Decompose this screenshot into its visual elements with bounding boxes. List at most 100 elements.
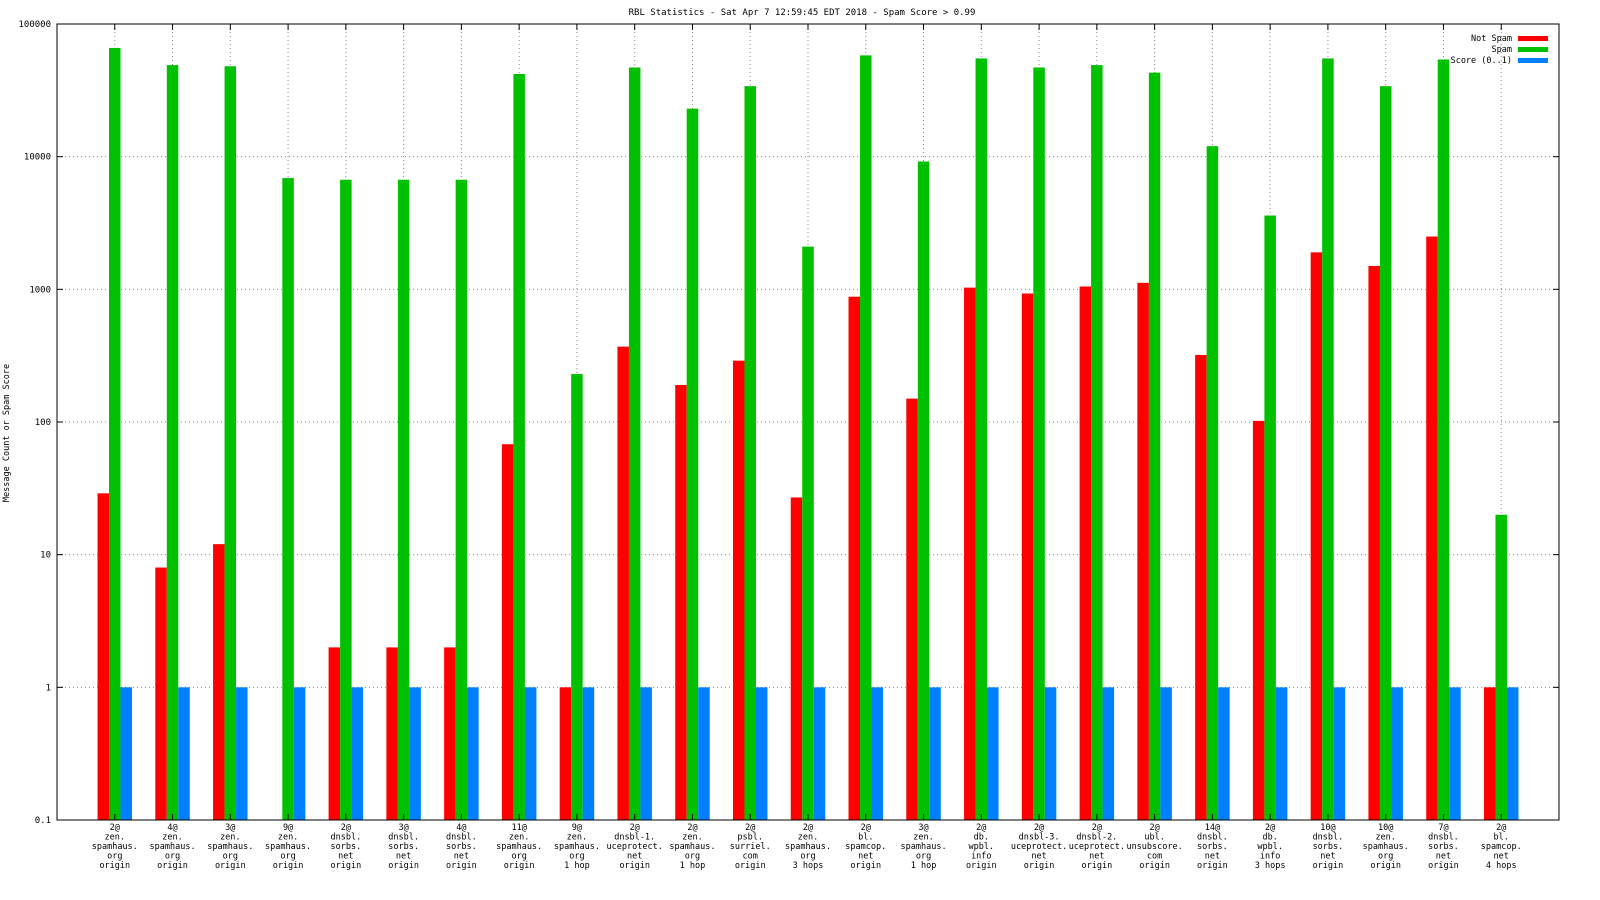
- x-tick-label-line: spamhaus.: [901, 842, 947, 852]
- x-tick-label-line: 3 hops: [1255, 861, 1286, 871]
- x-tick-label-line: net: [1320, 852, 1335, 862]
- x-tick-label-line: spamhaus.: [92, 842, 138, 852]
- x-tick-label: 2@ zen. spamhaus. org 3 hops: [785, 823, 831, 871]
- bar-not-spam: [906, 398, 918, 820]
- bar-not-spam: [790, 497, 803, 820]
- bar-score-0-1: [409, 687, 421, 820]
- x-tick-label-line: sorbs.: [1313, 842, 1344, 852]
- x-tick-label-line: zen.: [220, 833, 240, 843]
- x-tick-label: 2@ bl. spamcop. net 4 hops: [1481, 823, 1522, 871]
- x-tick-label-line: origin: [215, 861, 246, 871]
- x-tick-label: 9@ zen. spamhaus. org 1 hop: [554, 823, 600, 871]
- bar-score-0-1: [1275, 687, 1288, 820]
- x-tick-label-line: origin: [1197, 861, 1228, 871]
- x-tick-label-line: spamhaus.: [150, 842, 196, 852]
- bar-not-spam: [617, 346, 629, 820]
- legend-swatch: [1518, 47, 1548, 52]
- bar-not-spam: [155, 567, 167, 820]
- bar-not-spam: [501, 444, 514, 820]
- bar-not-spam: [675, 385, 687, 820]
- x-tick-label-line: spamhaus.: [554, 842, 600, 852]
- bar-spam: [686, 108, 699, 821]
- x-tick-label-line: origin: [850, 861, 881, 871]
- bar-spam: [975, 58, 988, 821]
- bar-spam: [1033, 67, 1045, 820]
- x-tick-label-line: 3@: [225, 823, 235, 833]
- x-tick-label-line: 2@: [745, 823, 755, 833]
- y-tick-label: 100000: [18, 20, 51, 30]
- bar-not-spam: [1368, 265, 1380, 820]
- x-tick-label-line: net: [1494, 852, 1509, 862]
- x-tick-label-line: net: [1031, 852, 1046, 862]
- bar-not-spam: [1021, 293, 1034, 820]
- x-tick-label-line: psbl.: [737, 833, 763, 843]
- x-tick-label-line: origin: [1313, 861, 1344, 871]
- x-tick-label-line: dnsbl.: [446, 833, 477, 843]
- x-tick-label-line: org: [1378, 852, 1393, 862]
- x-tick-label-line: origin: [1081, 861, 1112, 871]
- legend-swatch: [1518, 36, 1548, 41]
- y-tick-label: 10: [40, 551, 51, 561]
- bar-score-0-1: [236, 687, 248, 820]
- bar-not-spam: [386, 647, 398, 820]
- x-tick-label-line: origin: [735, 861, 766, 871]
- x-tick-label-line: origin: [619, 861, 650, 871]
- x-tick-label-line: origin: [388, 861, 419, 871]
- bar-score-0-1: [1218, 687, 1230, 820]
- bar-score-0-1: [582, 687, 595, 820]
- bar-not-spam: [1252, 420, 1265, 820]
- bar-score-0-1: [120, 687, 133, 820]
- x-tick-label: 11@ zen. spamhaus. org origin: [496, 823, 542, 871]
- x-tick-label: 2@ psbl. surriel. com origin: [730, 823, 771, 871]
- bar-spam: [224, 66, 237, 820]
- bar-spam: [860, 55, 872, 821]
- x-tick-label-line: wpbl.: [1257, 842, 1283, 852]
- x-tick-label-line: net: [627, 852, 642, 862]
- bar-score-0-1: [1391, 687, 1403, 820]
- bar-not-spam: [1195, 354, 1207, 820]
- bar-spam: [1322, 58, 1334, 821]
- x-tick-label-line: 1 hop: [911, 861, 937, 871]
- x-tick-label-line: 2@: [1092, 823, 1102, 833]
- x-tick-label-line: 1 hop: [680, 861, 706, 871]
- bar-spam: [397, 179, 410, 821]
- x-tick-label-line: 7@: [1438, 823, 1448, 833]
- bar-not-spam: [559, 687, 572, 820]
- y-tick-label: 1: [46, 683, 51, 693]
- x-tick-label: 3@ zen. spamhaus. org 1 hop: [901, 823, 947, 871]
- bar-score-0-1: [929, 687, 941, 820]
- bar-not-spam: [848, 296, 861, 821]
- bar-score-0-1: [1044, 687, 1057, 820]
- x-tick-label: 2@ db. wpbl. info 3 hops: [1255, 823, 1286, 871]
- x-tick-label: 3@ dnsbl. sorbs. net origin: [388, 823, 419, 871]
- bar-spam: [917, 161, 930, 820]
- bar-score-0-1: [755, 687, 768, 820]
- x-tick-label-line: 2@: [1265, 823, 1275, 833]
- x-tick-label-line: org: [223, 852, 238, 862]
- x-tick-label-line: sorbs.: [1428, 842, 1459, 852]
- x-tick-label-line: origin: [446, 861, 477, 871]
- x-tick-label-line: spamhaus.: [207, 842, 253, 852]
- x-tick-label: 2@ bl. spamcop. net origin: [845, 823, 886, 871]
- x-tick-label: 2@ db. wpbl. info origin: [966, 823, 997, 871]
- bar-spam: [166, 65, 179, 821]
- x-tick-label-line: spamhaus.: [669, 842, 715, 852]
- x-tick-label-line: dnsbl.: [1428, 833, 1459, 843]
- x-tick-label-line: uceprotect.: [1069, 842, 1125, 852]
- x-tick-label: 9@ zen. spamhaus. org origin: [265, 823, 311, 871]
- bar-spam: [340, 179, 352, 821]
- x-tick-label-line: dnsbl-1.: [614, 833, 655, 843]
- x-tick-label-line: net: [858, 852, 873, 862]
- x-tick-label: 4@ zen. spamhaus. org origin: [150, 823, 196, 871]
- bar-score-0-1: [1160, 687, 1172, 820]
- x-tick-label-line: origin: [1024, 861, 1055, 871]
- x-tick-label-line: org: [165, 852, 180, 862]
- x-tick-label-line: origin: [330, 861, 361, 871]
- bar-spam: [1495, 514, 1507, 820]
- x-tick-label-line: bl.: [858, 833, 873, 843]
- bar-not-spam: [444, 647, 456, 820]
- bar-not-spam: [964, 287, 976, 820]
- x-tick-label-line: zen.: [162, 833, 182, 843]
- bar-spam: [282, 178, 294, 820]
- x-tick-label: 2@ dnsbl. sorbs. net origin: [330, 823, 361, 871]
